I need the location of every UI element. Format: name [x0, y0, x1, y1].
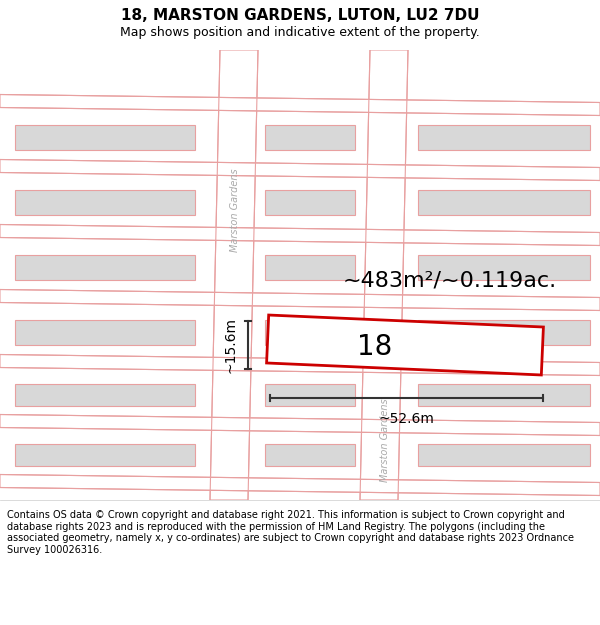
Polygon shape: [210, 50, 258, 500]
Polygon shape: [15, 384, 195, 406]
Polygon shape: [266, 315, 544, 375]
Polygon shape: [265, 126, 355, 149]
Polygon shape: [265, 384, 355, 406]
Polygon shape: [15, 256, 195, 279]
Polygon shape: [0, 94, 600, 116]
Text: ~483m²/~0.119ac.: ~483m²/~0.119ac.: [343, 270, 557, 290]
Polygon shape: [0, 159, 600, 181]
Text: Contains OS data © Crown copyright and database right 2021. This information is : Contains OS data © Crown copyright and d…: [7, 510, 574, 555]
Polygon shape: [360, 50, 408, 500]
Text: Marston Gardens: Marston Gardens: [380, 398, 390, 482]
Polygon shape: [418, 191, 590, 214]
Polygon shape: [418, 321, 590, 344]
Polygon shape: [15, 444, 195, 466]
Text: Marston Gardens: Marston Gardens: [230, 168, 240, 252]
Polygon shape: [418, 256, 590, 279]
Text: Map shows position and indicative extent of the property.: Map shows position and indicative extent…: [120, 26, 480, 39]
Polygon shape: [418, 126, 590, 149]
Text: ~15.6m: ~15.6m: [224, 317, 238, 373]
Polygon shape: [418, 444, 590, 466]
Text: 18, MARSTON GARDENS, LUTON, LU2 7DU: 18, MARSTON GARDENS, LUTON, LU2 7DU: [121, 8, 479, 23]
Polygon shape: [15, 321, 195, 344]
Polygon shape: [265, 256, 355, 279]
Text: ~52.6m: ~52.6m: [379, 412, 434, 426]
Polygon shape: [265, 321, 355, 344]
Polygon shape: [0, 354, 600, 376]
Polygon shape: [265, 191, 355, 214]
Polygon shape: [0, 474, 600, 496]
Polygon shape: [15, 126, 195, 149]
Polygon shape: [265, 444, 355, 466]
Text: 18: 18: [358, 333, 392, 361]
Polygon shape: [418, 384, 590, 406]
Polygon shape: [0, 414, 600, 436]
Polygon shape: [0, 289, 600, 311]
Polygon shape: [0, 224, 600, 246]
Polygon shape: [15, 191, 195, 214]
